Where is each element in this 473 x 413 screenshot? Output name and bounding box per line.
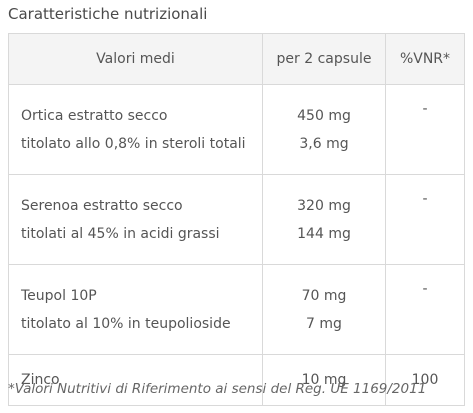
row: Teupol 10P titolato al 10% in teupoliosid… [8,264,465,355]
name-line: Ortica estratto secco [21,107,168,124]
header-cell: %VNR* [385,33,465,85]
amount-line: 70 mg [301,287,347,304]
amount-line: 3,6 mg [299,135,349,152]
amount-line: 10 mg [301,372,347,388]
name-line: titolato allo 0,8% in steroli totali [21,135,246,152]
amount-cell: 10 mg [262,354,386,406]
name-line: Teupol 10P [21,287,97,304]
header-row: Valori medi per 2 capsule %VNR* [8,33,465,85]
header-cell: Valori medi [8,33,263,85]
amount-line: 144 mg [297,225,351,242]
name-cell: Zinco [8,354,263,406]
header-cell: per 2 capsule [262,33,386,85]
name-cell: Teupol 10P titolato al 10% in teupoliosid… [8,264,263,355]
row: Ortica estratto secco titolato allo 0,8% … [8,84,465,175]
title: Caratteristiche nutrizionali [8,5,208,23]
vnr-cell: - [385,84,465,175]
amount-cell: 320 mg 144 mg [262,174,386,265]
name-line: titolato al 10% in teupolioside [21,315,231,332]
row: Serenoa estratto secco titolati al 45% in… [8,174,465,265]
vnr-cell: - [385,174,465,265]
amount-line: 450 mg [297,107,351,124]
amount-line: 7 mg [306,315,342,332]
name-cell: Serenoa estratto secco titolati al 45% in… [8,174,263,265]
name-cell: Ortica estratto secco titolato allo 0,8% … [8,84,263,175]
amount-cell: 450 mg 3,6 mg [262,84,386,175]
footnote: *Valori Nutritivi di Riferimento ai sens… [8,381,427,397]
vnr-cell: - [385,264,465,355]
name-line: titolati al 45% in acidi grassi [21,225,220,242]
name-line: Zinco [21,372,60,388]
vnr-cell: 100 [385,354,465,406]
amount-line: 320 mg [297,197,351,214]
amount-cell: 70 mg 7 mg [262,264,386,355]
name-line: Serenoa estratto secco [21,197,183,214]
row: Zinco 10 mg 100 [8,354,465,406]
nutrition-table: Valori medi per 2 capsule %VNR* Ortica e… [8,33,465,406]
